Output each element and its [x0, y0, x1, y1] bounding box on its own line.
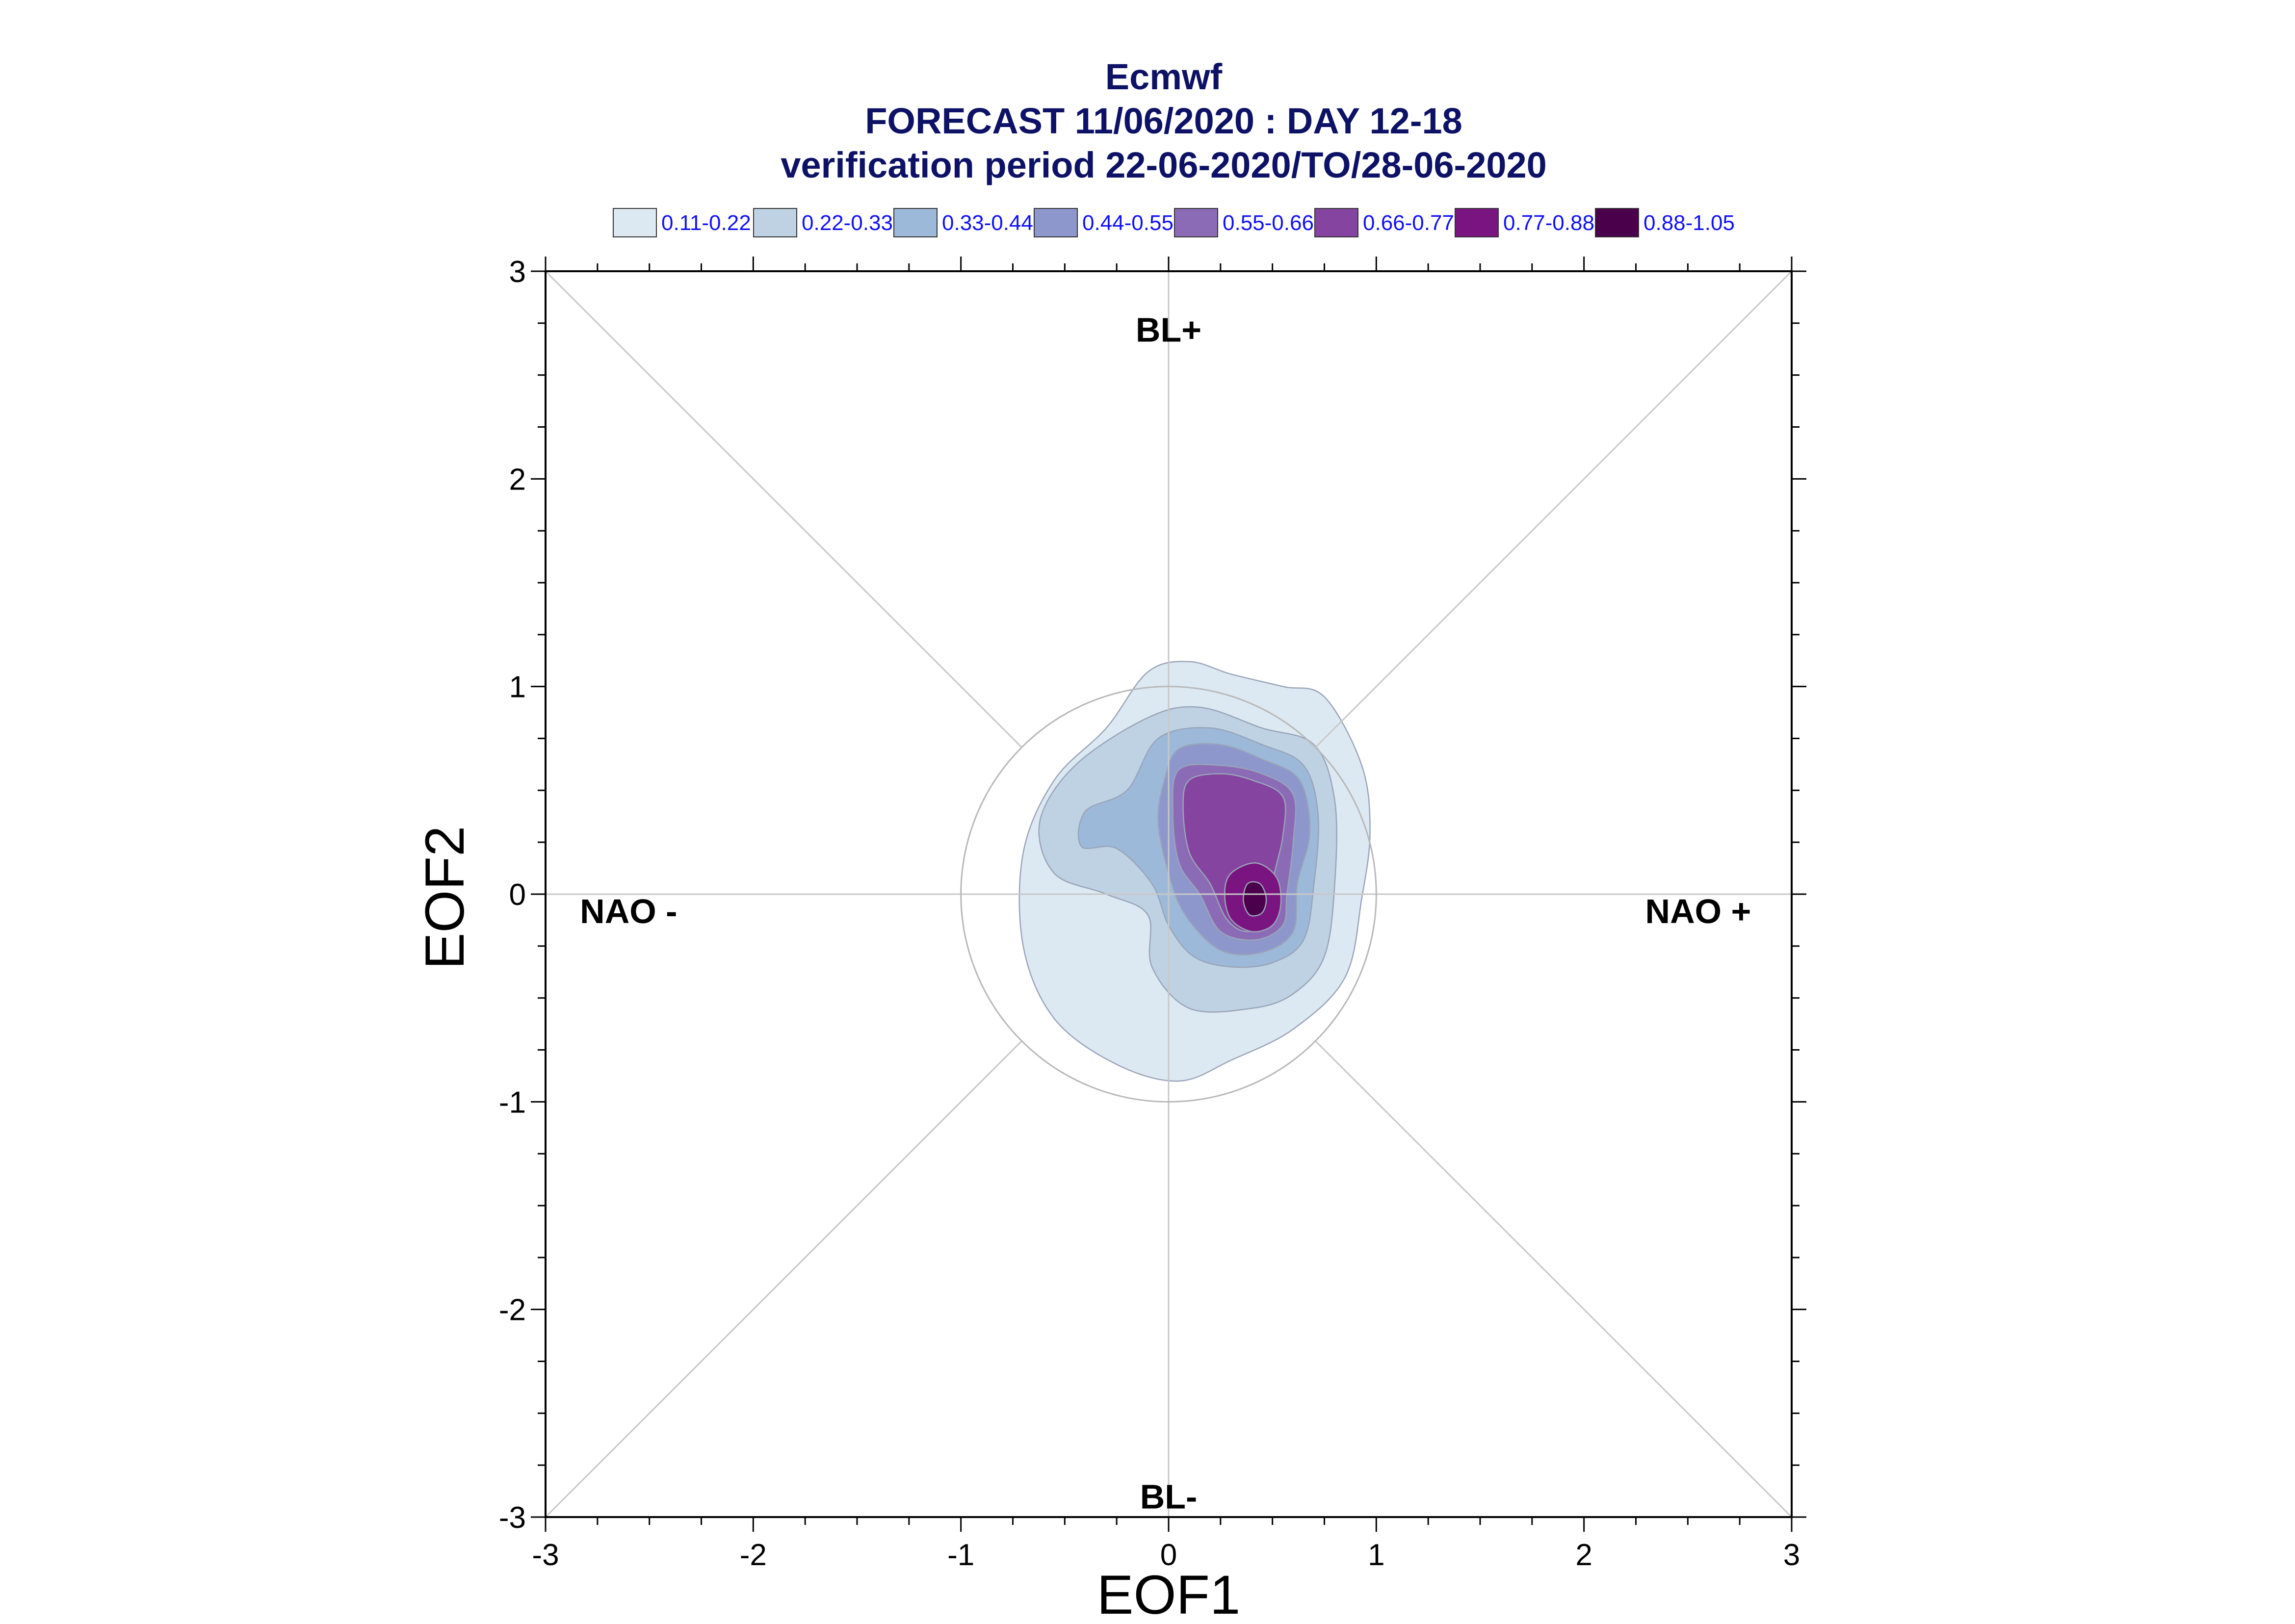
diagonal-line	[545, 1040, 1022, 1518]
reference-circle	[960, 686, 1377, 1103]
legend-label: 0.33-0.44	[942, 211, 1033, 235]
x-axis-title: EOF1	[1097, 1564, 1241, 1624]
y-tick-label: -3	[499, 1501, 526, 1535]
title-line-3: verification period 22-06-2020/TO/28-06-…	[781, 145, 1547, 185]
y-tick-label: 1	[509, 670, 526, 704]
y-tick-label: 0	[509, 878, 526, 912]
x-tick-label: 3	[1783, 1538, 1800, 1572]
legend-swatch	[1314, 208, 1358, 237]
regime-label: NAO -	[580, 892, 677, 930]
legend-swatch	[893, 208, 938, 237]
diagonal-line	[545, 270, 1022, 748]
x-tick-label: 2	[1575, 1538, 1592, 1572]
guide-lines	[545, 270, 1793, 1518]
y-tick-label: -2	[499, 1293, 526, 1327]
legend-swatch	[1595, 208, 1639, 237]
contour-0.88-1.05	[1243, 881, 1267, 917]
legend: 0.11-0.22 0.22-0.33 0.33-0.44 0.44-0.55 0.55…	[613, 208, 1735, 237]
y-axis-title: EOF2	[414, 826, 475, 970]
title-line-2: FORECAST 11/06/2020 : DAY 12-18	[865, 101, 1462, 141]
diagonal-line	[1315, 270, 1793, 748]
legend-swatch	[1034, 208, 1078, 237]
regime-label: NAO +	[1645, 892, 1751, 930]
chart-title: Ecmwf FORECAST 11/06/2020 : DAY 12-18 ve…	[781, 56, 1547, 185]
legend-label: 0.22-0.33	[802, 211, 893, 235]
legend-label: 0.44-0.55	[1082, 211, 1174, 235]
legend-label: 0.55-0.66	[1223, 211, 1314, 235]
x-tick-label: -2	[740, 1538, 767, 1572]
legend-label: 0.77-0.88	[1503, 211, 1594, 235]
x-tick-label: 1	[1368, 1538, 1384, 1572]
legend-label: 0.11-0.22	[661, 211, 751, 235]
x-tick-label: 0	[1160, 1538, 1177, 1572]
x-tick-label: -3	[532, 1538, 559, 1572]
legend-swatch	[753, 208, 797, 237]
regime-labels: BL+ BL- NAO - NAO +	[580, 311, 1751, 1516]
legend-label: 0.66-0.77	[1363, 211, 1454, 235]
y-tick-label: -1	[499, 1085, 526, 1119]
legend-swatch	[1455, 208, 1499, 237]
diagonal-line	[1315, 1040, 1793, 1518]
legend-swatch	[613, 208, 657, 237]
legend-swatch	[1174, 208, 1218, 237]
x-tick-label: -1	[947, 1538, 974, 1572]
y-tick-label: 2	[509, 463, 526, 496]
title-line-1: Ecmwf	[1105, 56, 1223, 97]
axis-ticks: -3 -2 -1 0 1 2 3 -3 -2 -1 0 1 2 3	[499, 255, 1806, 1572]
legend-label: 0.88-1.05	[1643, 211, 1735, 235]
regime-label: BL+	[1136, 311, 1201, 349]
regime-label: BL-	[1140, 1478, 1198, 1516]
density-contours	[1018, 661, 1371, 1082]
y-tick-label: 3	[509, 255, 526, 289]
